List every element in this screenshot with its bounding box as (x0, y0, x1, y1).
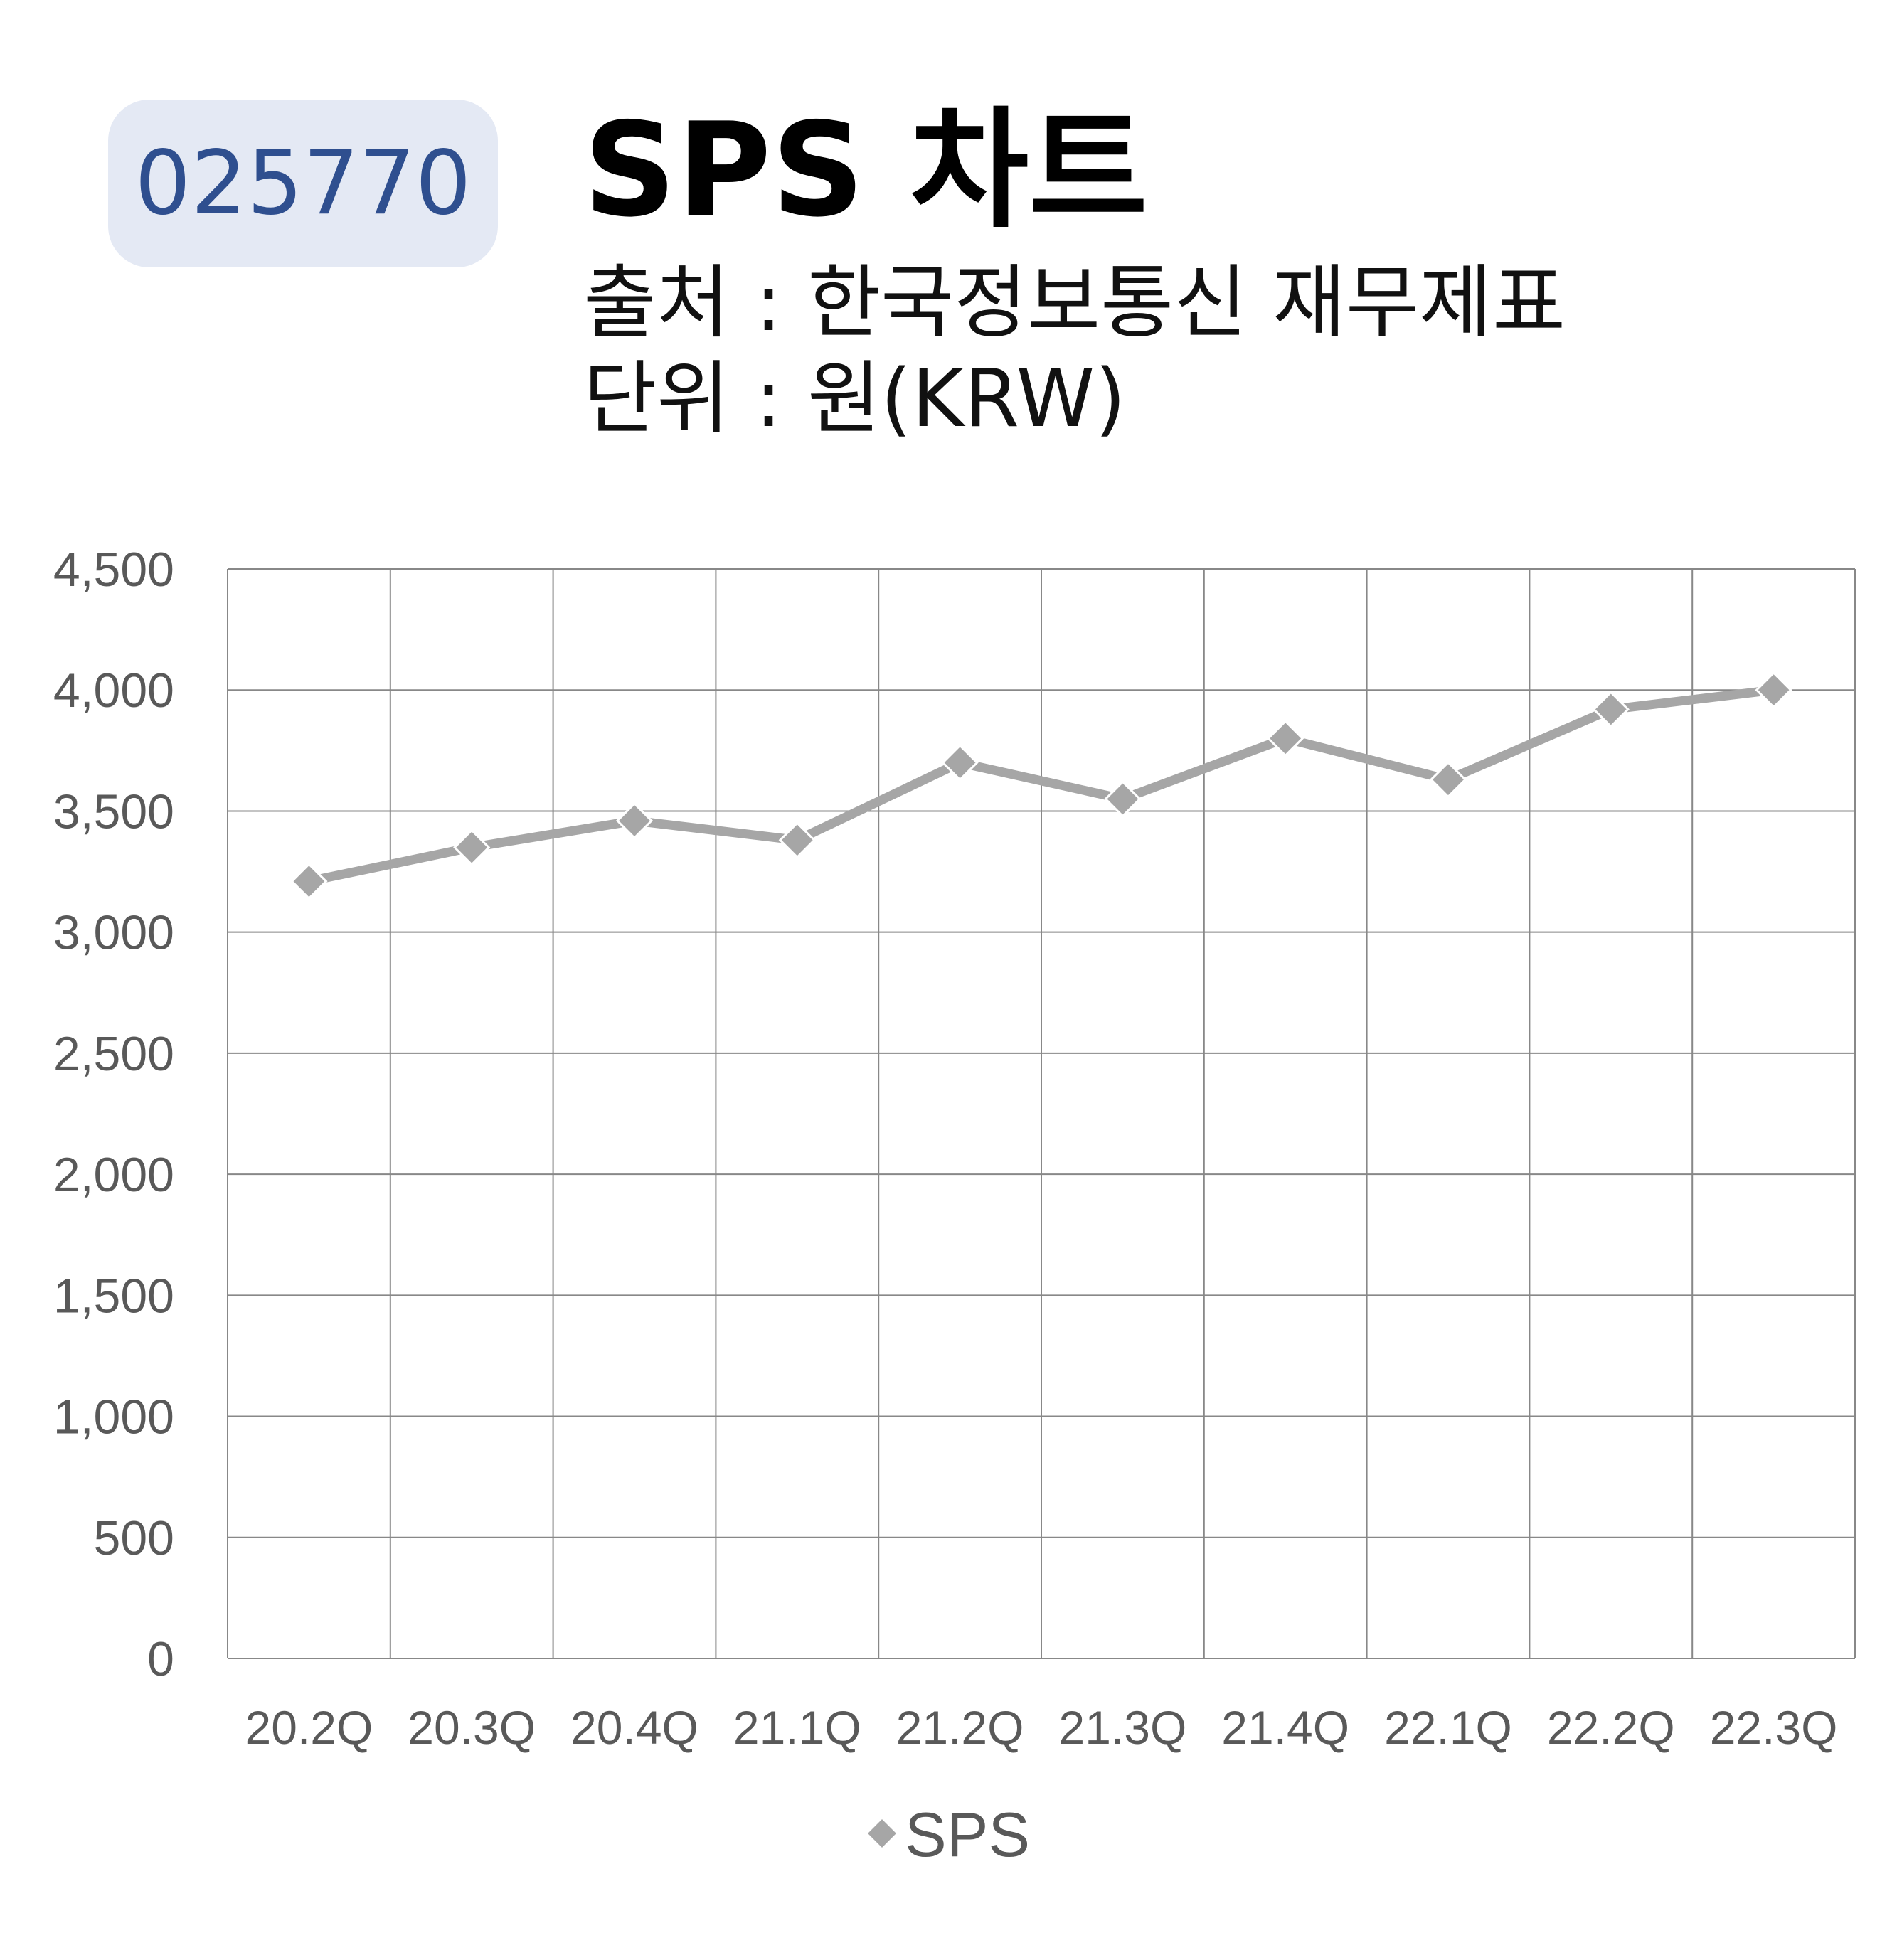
x-tick-label: 21.2Q (896, 1701, 1024, 1754)
grid (227, 568, 1856, 1659)
data-point (615, 801, 654, 840)
x-tick-label: 21.1Q (733, 1701, 861, 1754)
x-tick-label: 21.4Q (1221, 1701, 1349, 1754)
chart-title: SPS 차트 (583, 95, 1148, 245)
legend-label: SPS (905, 1799, 1030, 1870)
unit-line: 단위 : 원(KRW) (583, 353, 1126, 445)
ticker-badge: 025770 (108, 100, 498, 267)
x-tick-label: 20.2Q (245, 1701, 373, 1754)
data-point (290, 863, 328, 900)
y-axis-labels: 0 500 1,000 1,500 2,000 2,500 3,000 3,500 4,000 4… (53, 543, 174, 1686)
series-line (304, 685, 1779, 886)
series-sps (290, 671, 1792, 900)
data-point (1267, 720, 1304, 757)
x-tick-label: 20.4Q (570, 1701, 698, 1754)
data-point (1755, 671, 1792, 709)
x-tick-label: 22.1Q (1384, 1701, 1512, 1754)
source-line: 출처 : 한국정보통신 재무제표 (583, 257, 1566, 349)
legend: SPS (864, 1799, 1030, 1870)
y-tick-label: 1,000 (53, 1390, 174, 1444)
y-tick-label: 3,000 (53, 906, 174, 960)
data-point (778, 821, 816, 859)
data-point (941, 744, 979, 782)
y-tick-label: 0 (147, 1632, 174, 1686)
legend-marker (864, 1816, 900, 1851)
x-tick-label: 20.3Q (408, 1701, 536, 1754)
y-tick-label: 2,000 (53, 1148, 174, 1202)
y-tick-label: 2,500 (53, 1027, 174, 1081)
y-tick-label: 4,500 (53, 543, 174, 597)
y-tick-label: 500 (94, 1511, 174, 1565)
ticker-code: 025770 (134, 132, 472, 235)
y-tick-label: 4,000 (53, 664, 174, 718)
data-point (453, 829, 491, 866)
y-tick-label: 1,500 (53, 1269, 174, 1323)
x-axis-labels: 20.2Q 20.3Q 20.4Q 21.1Q 21.2Q 21.3Q 21.4Q 22.1Q… (245, 1701, 1838, 1754)
x-tick-label: 22.3Q (1710, 1701, 1838, 1754)
data-point (1592, 691, 1630, 728)
x-tick-label: 22.2Q (1547, 1701, 1675, 1754)
data-point (1429, 761, 1467, 799)
x-tick-label: 21.3Q (1059, 1701, 1187, 1754)
data-point (1104, 780, 1142, 818)
y-tick-label: 3,500 (53, 784, 174, 838)
